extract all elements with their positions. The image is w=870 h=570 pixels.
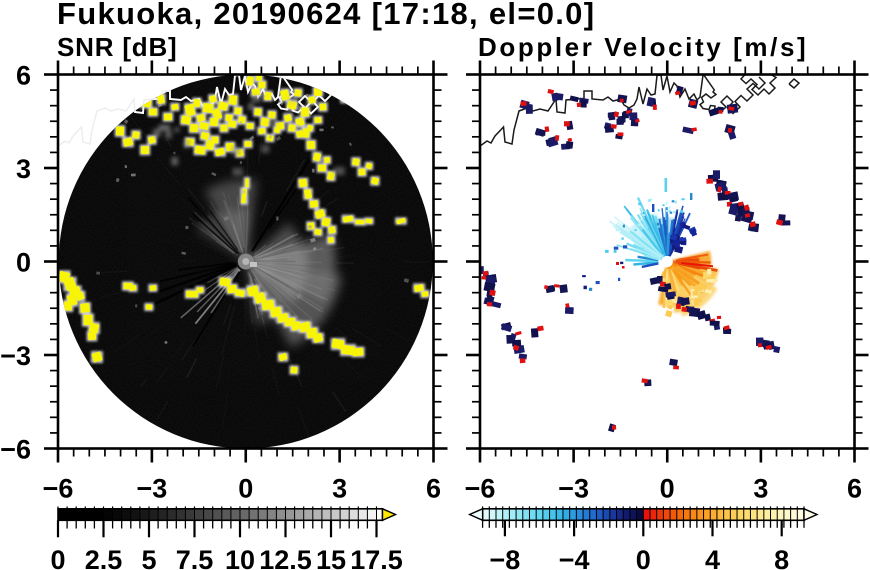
- svg-text:5: 5: [141, 545, 156, 570]
- svg-text:−4: −4: [559, 545, 590, 570]
- svg-text:6: 6: [426, 474, 441, 504]
- svg-text:−3: −3: [137, 474, 168, 504]
- svg-text:3: 3: [16, 154, 31, 184]
- svg-text:Doppler Velocity [m/s]: Doppler Velocity [m/s]: [478, 32, 808, 62]
- svg-text:2.5: 2.5: [85, 545, 123, 570]
- svg-text:6: 6: [16, 60, 31, 90]
- svg-text:−6: −6: [0, 434, 31, 464]
- svg-text:8: 8: [774, 545, 789, 570]
- svg-text:12.5: 12.5: [259, 545, 312, 570]
- svg-text:Fukuoka, 20190624 [17:18, el=0: Fukuoka, 20190624 [17:18, el=0.0]: [57, 0, 595, 31]
- svg-text:−6: −6: [465, 474, 496, 504]
- svg-text:3: 3: [753, 474, 768, 504]
- svg-text:4: 4: [705, 545, 720, 570]
- svg-text:−8: −8: [490, 545, 521, 570]
- svg-text:−6: −6: [43, 474, 74, 504]
- svg-text:3: 3: [332, 474, 347, 504]
- svg-text:10: 10: [225, 545, 255, 570]
- svg-text:7.5: 7.5: [176, 545, 214, 570]
- svg-text:0: 0: [660, 474, 675, 504]
- svg-text:SNR [dB]: SNR [dB]: [57, 32, 178, 62]
- svg-text:0: 0: [16, 247, 31, 277]
- svg-text:0: 0: [50, 545, 65, 570]
- svg-text:−3: −3: [558, 474, 589, 504]
- svg-text:6: 6: [847, 474, 862, 504]
- svg-text:−3: −3: [0, 341, 31, 371]
- svg-text:0: 0: [636, 545, 651, 570]
- svg-text:0: 0: [238, 474, 253, 504]
- svg-text:17.5: 17.5: [350, 545, 403, 570]
- svg-text:15: 15: [316, 545, 346, 570]
